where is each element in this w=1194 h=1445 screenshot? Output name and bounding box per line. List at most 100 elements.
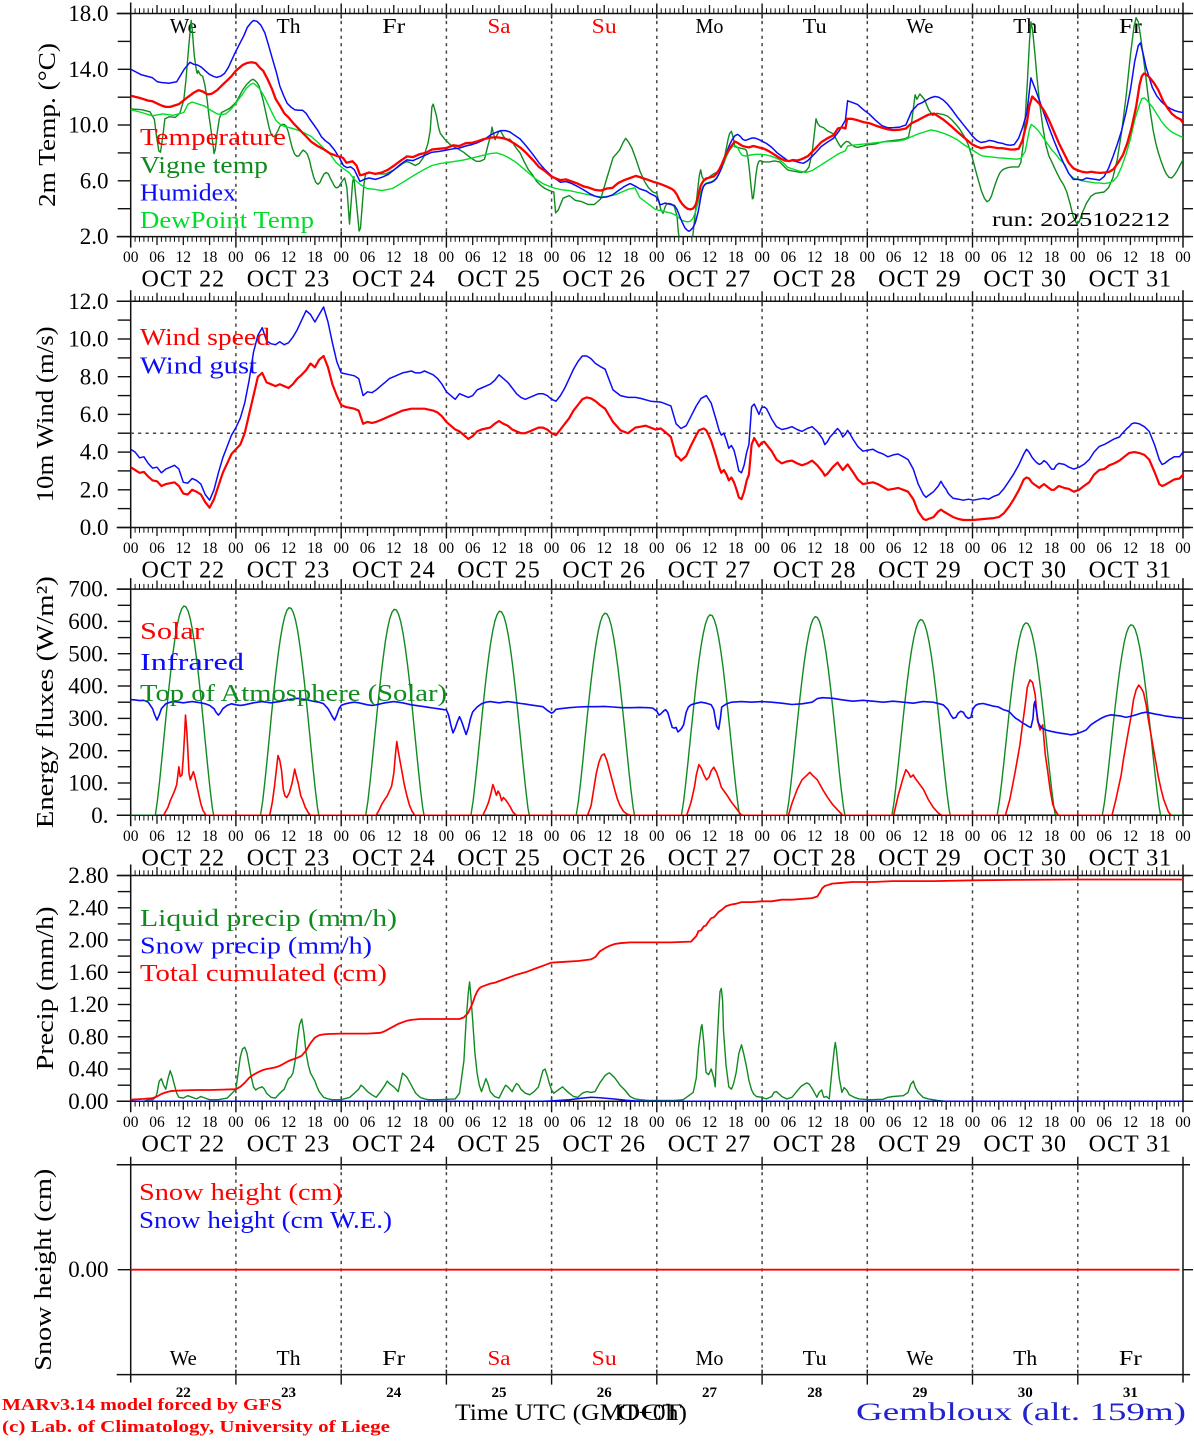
svg-text:06: 06 <box>675 828 691 845</box>
svg-text:00: 00 <box>860 828 876 845</box>
svg-text:18: 18 <box>833 540 849 557</box>
svg-text:12: 12 <box>281 249 297 266</box>
svg-text:4.0: 4.0 <box>80 440 109 465</box>
svg-text:2m Temp. (°C): 2m Temp. (°C) <box>35 43 61 207</box>
svg-text:06: 06 <box>1096 1114 1112 1131</box>
svg-text:00: 00 <box>333 828 349 845</box>
svg-text:12: 12 <box>176 1114 192 1131</box>
svg-text:2.0: 2.0 <box>80 477 109 502</box>
svg-text:06: 06 <box>991 1114 1007 1131</box>
svg-text:06: 06 <box>1096 540 1112 557</box>
svg-text:OCT 30: OCT 30 <box>983 558 1067 584</box>
svg-text:OCT 29: OCT 29 <box>878 558 962 584</box>
svg-text:00: 00 <box>439 828 455 845</box>
svg-text:25: 25 <box>492 1385 507 1401</box>
svg-text:700.: 700. <box>68 577 108 602</box>
svg-text:12: 12 <box>596 540 612 557</box>
svg-text:12: 12 <box>281 540 297 557</box>
svg-text:Sa: Sa <box>488 14 512 38</box>
svg-text:2.0: 2.0 <box>80 224 109 249</box>
svg-text:00: 00 <box>123 540 139 557</box>
svg-text:Snow height (cm): Snow height (cm) <box>31 1169 57 1371</box>
svg-text:Tu: Tu <box>803 14 828 38</box>
svg-text:06: 06 <box>781 1114 797 1131</box>
svg-text:OCT 23: OCT 23 <box>247 558 331 584</box>
svg-text:18: 18 <box>412 540 428 557</box>
svg-text:06: 06 <box>465 1114 481 1131</box>
svg-text:Tu: Tu <box>803 1346 828 1370</box>
svg-text:00: 00 <box>754 828 770 845</box>
svg-text:06: 06 <box>254 828 270 845</box>
svg-text:18: 18 <box>1149 1114 1165 1131</box>
svg-text:500.: 500. <box>68 641 108 666</box>
svg-text:18: 18 <box>307 540 323 557</box>
svg-text:00: 00 <box>544 828 560 845</box>
svg-text:18: 18 <box>202 249 218 266</box>
svg-text:18: 18 <box>1149 828 1165 845</box>
svg-text:00: 00 <box>860 249 876 266</box>
svg-text:Energy fluxes (W/m²): Energy fluxes (W/m²) <box>33 576 59 828</box>
svg-text:00: 00 <box>1175 828 1191 845</box>
svg-text:00: 00 <box>1070 540 1086 557</box>
svg-text:18: 18 <box>833 1114 849 1131</box>
svg-text:12: 12 <box>596 828 612 845</box>
svg-text:12: 12 <box>702 1114 718 1131</box>
svg-text:OCT 29: OCT 29 <box>878 1131 962 1157</box>
svg-text:12: 12 <box>1017 540 1033 557</box>
svg-text:OCT 31: OCT 31 <box>1089 558 1173 584</box>
svg-text:300.: 300. <box>68 706 108 731</box>
svg-text:18: 18 <box>1044 1114 1060 1131</box>
svg-text:06: 06 <box>149 1114 165 1131</box>
svg-text:200.: 200. <box>68 738 108 763</box>
svg-text:06: 06 <box>886 540 902 557</box>
svg-text:06: 06 <box>1096 249 1112 266</box>
svg-text:Snow precip (mm/h): Snow precip (mm/h) <box>140 934 372 960</box>
svg-text:00: 00 <box>544 540 560 557</box>
svg-text:00: 00 <box>123 828 139 845</box>
svg-text:06: 06 <box>465 540 481 557</box>
svg-text:Liquid precip (mm/h): Liquid precip (mm/h) <box>140 906 397 932</box>
svg-text:06: 06 <box>360 1114 376 1131</box>
svg-text:18: 18 <box>938 249 954 266</box>
svg-text:00: 00 <box>333 540 349 557</box>
svg-text:18: 18 <box>518 1114 534 1131</box>
svg-text:OCT 22: OCT 22 <box>142 845 226 871</box>
svg-text:00: 00 <box>965 540 981 557</box>
svg-text:Vigne temp: Vigne temp <box>140 153 268 179</box>
svg-text:Wind speed: Wind speed <box>140 325 270 351</box>
svg-text:Mo: Mo <box>696 14 724 38</box>
svg-text:12: 12 <box>912 249 928 266</box>
svg-text:00: 00 <box>333 1114 349 1131</box>
svg-text:06: 06 <box>675 249 691 266</box>
svg-text:12: 12 <box>702 828 718 845</box>
svg-text:0.00: 0.00 <box>68 1257 108 1282</box>
svg-text:00: 00 <box>649 540 665 557</box>
svg-text:OCT 26: OCT 26 <box>562 558 646 584</box>
svg-text:OCT 31: OCT 31 <box>1089 1131 1173 1157</box>
svg-text:OCT 23: OCT 23 <box>247 267 331 293</box>
svg-text:12: 12 <box>281 1114 297 1131</box>
svg-text:27: 27 <box>702 1385 718 1401</box>
svg-text:OCT 29: OCT 29 <box>878 845 962 871</box>
svg-text:00: 00 <box>1070 1114 1086 1131</box>
svg-text:18: 18 <box>728 1114 744 1131</box>
svg-text:OCT 31: OCT 31 <box>1089 267 1173 293</box>
svg-text:10.0: 10.0 <box>68 113 108 138</box>
svg-text:10.0: 10.0 <box>68 327 108 352</box>
svg-text:06: 06 <box>570 1114 586 1131</box>
svg-text:00: 00 <box>1175 249 1191 266</box>
svg-text:Temperature: Temperature <box>140 125 286 151</box>
svg-text:OCT 26: OCT 26 <box>562 845 646 871</box>
svg-text:00: 00 <box>228 1114 244 1131</box>
svg-text:OCT 24: OCT 24 <box>352 558 436 584</box>
svg-text:00: 00 <box>439 540 455 557</box>
svg-text:00: 00 <box>333 249 349 266</box>
svg-text:We: We <box>170 1346 197 1370</box>
svg-text:OCT 25: OCT 25 <box>457 267 541 293</box>
svg-text:18: 18 <box>412 828 428 845</box>
svg-text:06: 06 <box>991 249 1007 266</box>
svg-text:100.: 100. <box>68 771 108 796</box>
svg-text:Time UTC (GMT+0h): Time UTC (GMT+0h) <box>455 1400 687 1425</box>
svg-text:06: 06 <box>149 828 165 845</box>
svg-text:12: 12 <box>807 1114 823 1131</box>
